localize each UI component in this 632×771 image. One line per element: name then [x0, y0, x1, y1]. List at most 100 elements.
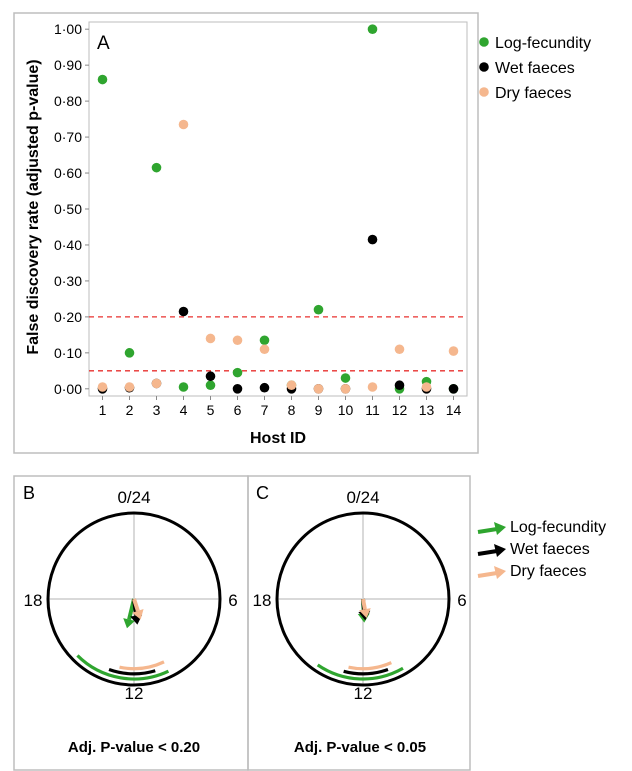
clock-circle — [46, 511, 222, 687]
panel-c-label: C — [256, 483, 269, 503]
panel-c-caption: Adj. P-value < 0.05 — [294, 739, 426, 756]
y-tick-label: 0·30 — [54, 273, 82, 289]
x-tick-label: 1 — [99, 402, 107, 418]
panel-a-plot-area — [88, 21, 468, 397]
panel-b-clock — [46, 511, 222, 687]
point-log-fecundity — [232, 367, 243, 378]
x-axis-ticks: 1 2 3 4 5 6 7 8 9 10 11 12 13 14 — [99, 396, 462, 418]
panel-b-hour-bottom: 12 — [125, 684, 144, 703]
mean-vector-head — [358, 608, 371, 619]
point-dry-faeces — [313, 384, 324, 394]
x-tick-label: 6 — [234, 402, 242, 418]
legend-arrow-line — [477, 549, 498, 556]
point-log-fecundity — [151, 162, 162, 173]
x-tick-label: 13 — [419, 402, 435, 418]
y-tick-label: 0·70 — [54, 129, 82, 145]
panel-c-hour-left: 18 — [253, 591, 272, 610]
phase-arc-wet-faeces — [108, 668, 156, 676]
clock-legend-label: Wet faeces — [510, 541, 590, 558]
point-log-fecundity — [97, 74, 108, 85]
x-tick-label: 4 — [180, 402, 188, 418]
y-axis-title: False discovery rate (adjusted p-value) — [25, 59, 42, 354]
point-wet-faeces — [205, 371, 216, 382]
point-dry-faeces — [421, 382, 432, 392]
legend-label: Log-fecundity — [495, 35, 591, 52]
mean-vector-dry-faeces — [132, 598, 140, 612]
x-tick-label: 2 — [126, 402, 134, 418]
legend-arrow-line — [477, 571, 498, 578]
panel-c-hour-right: 6 — [457, 591, 466, 610]
threshold-lines — [89, 316, 467, 372]
scatter-points — [97, 24, 459, 394]
x-tick-label: 11 — [365, 402, 380, 418]
mean-vector-dry-faeces — [361, 598, 367, 610]
y-tick-label: 0·80 — [54, 93, 82, 109]
x-tick-label: 3 — [153, 402, 161, 418]
legend-arrow-head — [494, 544, 506, 557]
panel-b-label: B — [23, 483, 35, 503]
point-dry-faeces — [151, 378, 162, 389]
y-tick-label: 0·60 — [54, 165, 82, 181]
y-tick-label: 0·20 — [54, 309, 82, 325]
clock-circle — [275, 511, 451, 687]
y-tick-label: 1·00 — [54, 21, 82, 37]
x-tick-label: 7 — [261, 402, 269, 418]
point-dry-faeces — [124, 382, 135, 392]
phase-arc-dry-faeces — [348, 661, 392, 671]
x-tick-label: 5 — [207, 402, 215, 418]
panel-b-hour-right: 6 — [228, 591, 237, 610]
legend-marker — [479, 37, 489, 47]
point-wet-faeces — [259, 382, 270, 393]
legend-arrow-head — [494, 522, 506, 535]
panel-c-clock — [275, 511, 451, 687]
point-wet-faeces — [367, 234, 378, 245]
phase-arc-dry-faeces — [119, 660, 165, 671]
x-tick-label: 12 — [392, 402, 408, 418]
panel-a-frame — [13, 12, 479, 454]
phase-arc-wet-faeces — [343, 668, 389, 676]
point-dry-faeces — [97, 382, 108, 392]
point-log-fecundity — [259, 335, 270, 346]
y-tick-label: 0·00 — [54, 381, 82, 397]
point-wet-faeces — [232, 384, 243, 394]
panel-c-hour-bottom: 12 — [354, 684, 373, 703]
legend-label: Wet faeces — [495, 60, 575, 77]
x-tick-label: 14 — [446, 402, 462, 418]
legend-marker — [479, 62, 489, 72]
y-axis-ticks: 0·00 0·10 0·20 0·30 0·40 0·50 0·60 0·70 0·80 0·90… — [54, 21, 89, 397]
point-log-fecundity — [340, 373, 351, 383]
x-tick-label: 9 — [315, 402, 323, 418]
mean-vector-head — [132, 609, 144, 620]
y-tick-label: 0·40 — [54, 237, 82, 253]
point-wet-faeces — [448, 384, 459, 394]
clock-legend-label: Log-fecundity — [510, 519, 606, 536]
point-dry-faeces — [259, 344, 270, 355]
point-dry-faeces — [232, 335, 243, 346]
panel-c-hour-top: 0/24 — [346, 488, 379, 507]
panel-b-caption: Adj. P-value < 0.20 — [68, 739, 200, 756]
point-log-fecundity — [367, 24, 378, 34]
clock-legend: Log-fecundity Wet faeces Dry faeces — [477, 519, 606, 580]
panel-a-legend: Log-fecundity Wet faeces Dry faeces — [479, 35, 591, 102]
point-dry-faeces — [394, 344, 405, 355]
y-tick-label: 0·90 — [54, 57, 82, 73]
legend-arrow-head — [494, 566, 506, 579]
x-tick-label: 8 — [288, 402, 296, 418]
panel-c-frame — [247, 475, 471, 771]
point-dry-faeces — [286, 380, 297, 391]
panel-a-label: A — [97, 33, 110, 54]
clock-legend-label: Dry faeces — [510, 563, 586, 580]
legend-label: Dry faeces — [495, 85, 571, 102]
legend-marker — [479, 87, 489, 97]
phase-arc-log-fecundity — [316, 663, 404, 681]
point-wet-faeces — [394, 380, 405, 391]
y-tick-label: 0·10 — [54, 345, 82, 361]
point-log-fecundity — [313, 304, 324, 315]
x-tick-label: 10 — [338, 402, 354, 418]
legend-arrow-line — [477, 527, 498, 534]
point-wet-faeces — [178, 306, 189, 317]
phase-arc-log-fecundity — [76, 654, 170, 681]
point-dry-faeces — [448, 346, 459, 356]
point-dry-faeces — [178, 119, 189, 130]
